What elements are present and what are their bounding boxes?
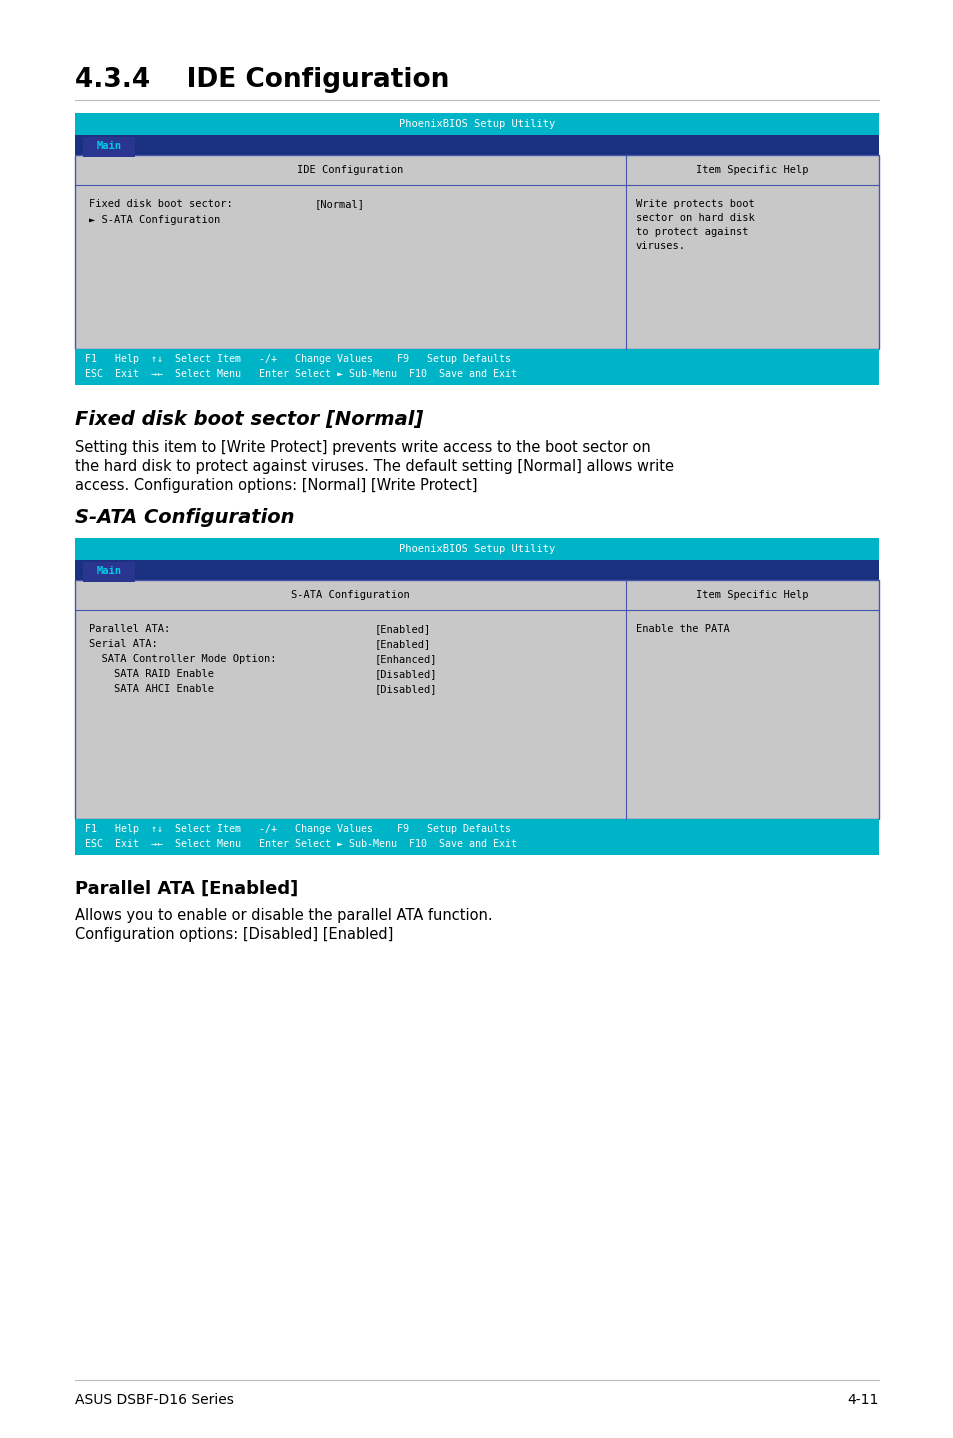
Bar — [75, 135, 878, 155]
Text: 4-11: 4-11 — [846, 1393, 878, 1406]
Text: viruses.: viruses. — [635, 242, 685, 252]
Text: [Disabled]: [Disabled] — [375, 684, 437, 695]
Text: Enable the PATA: Enable the PATA — [635, 624, 729, 634]
Text: ESC  Exit  →←  Select Menu   Enter Select ► Sub-Menu  F10  Save and Exit: ESC Exit →← Select Menu Enter Select ► S… — [85, 838, 517, 848]
Text: PhoenixBIOS Setup Utility: PhoenixBIOS Setup Utility — [398, 544, 555, 554]
Text: to protect against: to protect against — [635, 227, 747, 237]
Bar — [75, 820, 878, 856]
Text: F1   Help  ↑↓  Select Item   -/+   Change Values    F9   Setup Defaults: F1 Help ↑↓ Select Item -/+ Change Values… — [85, 824, 511, 834]
Text: Fixed disk boot sector:: Fixed disk boot sector: — [89, 198, 233, 209]
Text: 4.3.4    IDE Configuration: 4.3.4 IDE Configuration — [75, 68, 449, 93]
Bar — [75, 538, 878, 559]
Text: ESC  Exit  →←  Select Menu   Enter Select ► Sub-Menu  F10  Save and Exit: ESC Exit →← Select Menu Enter Select ► S… — [85, 370, 517, 380]
Text: Main: Main — [96, 567, 121, 577]
Text: F1   Help  ↑↓  Select Item   -/+   Change Values    F9   Setup Defaults: F1 Help ↑↓ Select Item -/+ Change Values… — [85, 354, 511, 364]
Bar — [75, 349, 878, 385]
Text: Item Specific Help: Item Specific Help — [696, 165, 808, 175]
Text: [Enabled]: [Enabled] — [375, 638, 431, 649]
Bar — [83, 562, 135, 582]
Bar — [75, 114, 878, 135]
Text: Allows you to enable or disable the parallel ATA function.: Allows you to enable or disable the para… — [75, 907, 492, 923]
Text: [Normal]: [Normal] — [314, 198, 365, 209]
Text: Fixed disk boot sector [Normal]: Fixed disk boot sector [Normal] — [75, 410, 423, 429]
Text: Parallel ATA:: Parallel ATA: — [89, 624, 170, 634]
Text: Serial ATA:: Serial ATA: — [89, 638, 157, 649]
Text: S-ATA Configuration: S-ATA Configuration — [291, 590, 410, 600]
Text: [Enhanced]: [Enhanced] — [375, 654, 437, 664]
Bar — [75, 580, 878, 820]
Bar — [75, 559, 878, 580]
Text: Item Specific Help: Item Specific Help — [696, 590, 808, 600]
Text: Setting this item to [Write Protect] prevents write access to the boot sector on: Setting this item to [Write Protect] pre… — [75, 440, 650, 454]
Text: access. Configuration options: [Normal] [Write Protect]: access. Configuration options: [Normal] … — [75, 477, 477, 493]
Text: the hard disk to protect against viruses. The default setting [Normal] allows wr: the hard disk to protect against viruses… — [75, 459, 673, 475]
Text: SATA AHCI Enable: SATA AHCI Enable — [89, 684, 213, 695]
Text: S-ATA Configuration: S-ATA Configuration — [75, 508, 294, 526]
Bar — [83, 137, 135, 157]
Text: ASUS DSBF-D16 Series: ASUS DSBF-D16 Series — [75, 1393, 233, 1406]
Text: sector on hard disk: sector on hard disk — [635, 213, 754, 223]
Text: [Disabled]: [Disabled] — [375, 669, 437, 679]
Text: Configuration options: [Disabled] [Enabled]: Configuration options: [Disabled] [Enabl… — [75, 928, 393, 942]
Text: ► S-ATA Configuration: ► S-ATA Configuration — [89, 216, 220, 224]
Text: SATA RAID Enable: SATA RAID Enable — [89, 669, 213, 679]
Bar — [75, 155, 878, 349]
Text: Parallel ATA [Enabled]: Parallel ATA [Enabled] — [75, 880, 298, 897]
Text: Write protects boot: Write protects boot — [635, 198, 754, 209]
Text: SATA Controller Mode Option:: SATA Controller Mode Option: — [89, 654, 276, 664]
Text: IDE Configuration: IDE Configuration — [297, 165, 403, 175]
Text: Main: Main — [96, 141, 121, 151]
Text: [Enabled]: [Enabled] — [375, 624, 431, 634]
Text: PhoenixBIOS Setup Utility: PhoenixBIOS Setup Utility — [398, 119, 555, 129]
